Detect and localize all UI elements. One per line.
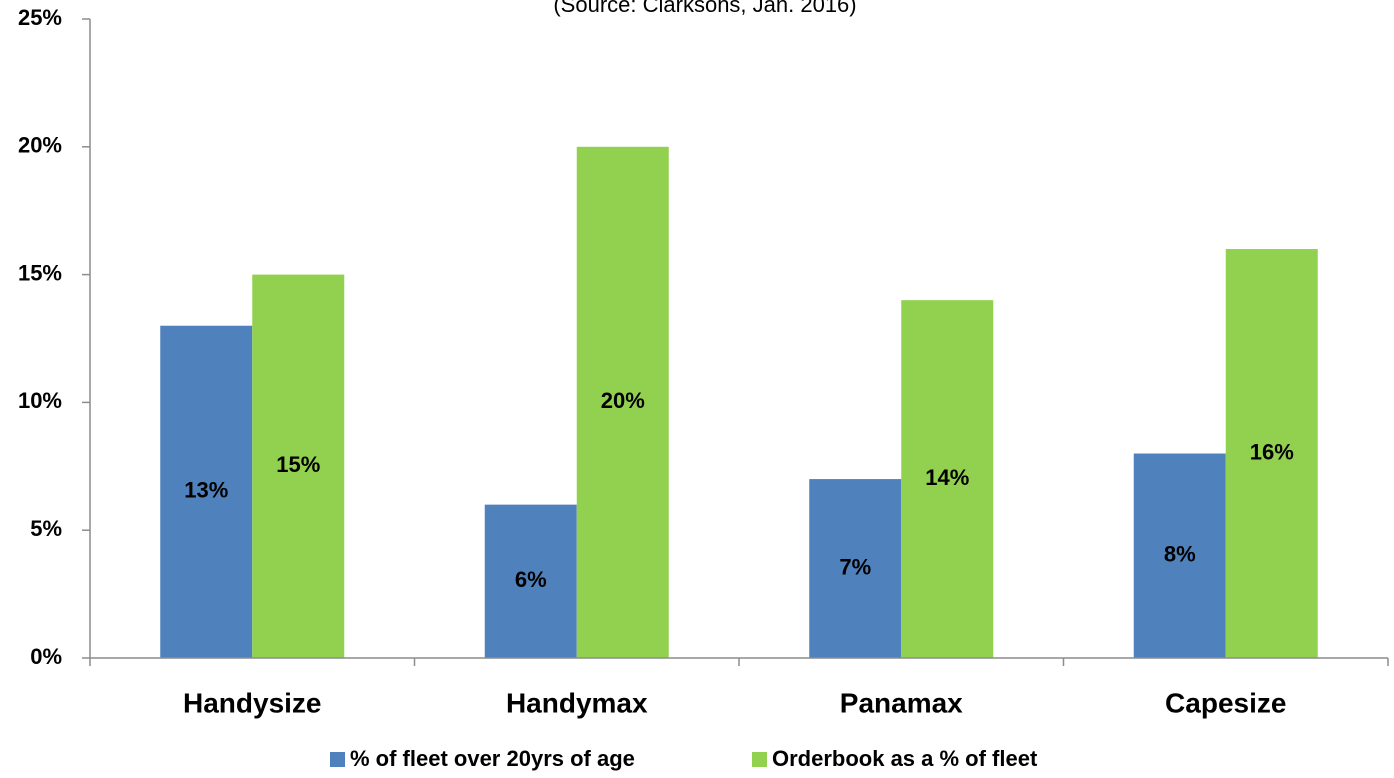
y-tick-label: 25% [18, 5, 62, 30]
y-tick-label: 5% [30, 516, 62, 541]
bar [809, 479, 902, 658]
value-label: 8% [1164, 542, 1196, 567]
legend-label: Orderbook as a % of fleet [772, 746, 1038, 771]
bar [484, 504, 577, 658]
value-label: 15% [276, 452, 320, 477]
x-tick-label: Capesize [1165, 687, 1286, 718]
value-label: 16% [1250, 439, 1294, 464]
bar [252, 274, 345, 658]
value-label: 14% [925, 465, 969, 490]
value-label: 7% [839, 554, 871, 579]
x-tick-label: Handymax [506, 687, 648, 718]
legend-swatch [752, 752, 767, 767]
bar [576, 146, 669, 659]
y-tick-label: 20% [18, 133, 62, 158]
legend-swatch [330, 752, 345, 767]
x-tick-label: Handysize [183, 687, 322, 718]
bar [160, 325, 253, 658]
y-tick-label: 0% [30, 644, 62, 669]
y-tick-label: 15% [18, 260, 62, 285]
y-tick-label: 10% [18, 388, 62, 413]
value-label: 6% [515, 567, 547, 592]
chart-subtitle: (Source: Clarksons, Jan. 2016) [553, 0, 856, 17]
bar [901, 300, 994, 658]
x-tick-label: Panamax [840, 687, 963, 718]
value-label: 20% [601, 388, 645, 413]
value-label: 13% [184, 478, 228, 503]
bar [1133, 453, 1226, 658]
bar [1225, 249, 1318, 659]
legend-label: % of fleet over 20yrs of age [350, 746, 635, 771]
